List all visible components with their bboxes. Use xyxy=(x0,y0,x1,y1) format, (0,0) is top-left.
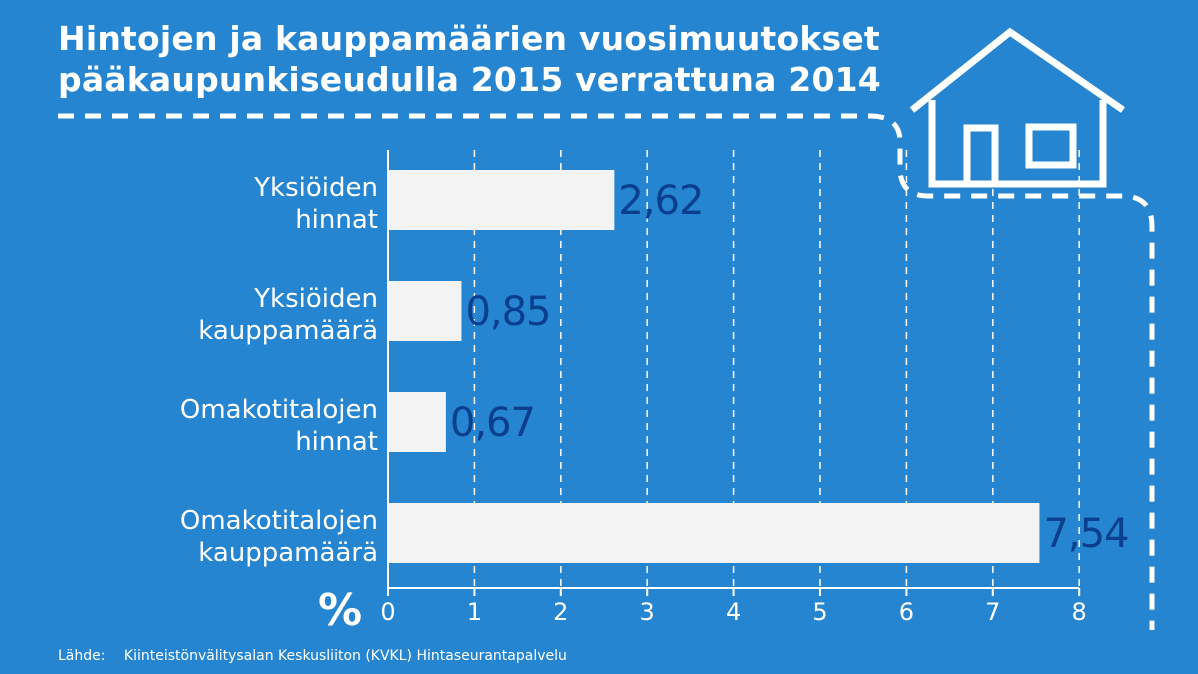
category-label-line: hinnat xyxy=(295,205,378,235)
source-note: Lähde: Kiinteistönvälitysalan Keskusliit… xyxy=(58,648,567,664)
x-tick-label-1: 1 xyxy=(467,598,482,626)
title-line-1: Hintojen ja kauppamäärien vuosimuutokset xyxy=(58,19,880,58)
x-tick-label-2: 2 xyxy=(553,598,568,626)
x-axis: 0 1 2 3 4 5 6 7 8% xyxy=(318,150,1087,636)
source-text: Kiinteistönvälitysalan Keskusliiton (KVK… xyxy=(123,648,567,664)
bar-4 xyxy=(388,503,1040,563)
value-label-3: 0,67 xyxy=(450,400,535,446)
x-tick-label-4: 4 xyxy=(726,598,741,626)
x-tick-label-8: 8 xyxy=(1072,598,1087,626)
house-icon xyxy=(909,27,1125,188)
x-axis-unit-label: % xyxy=(318,585,362,636)
category-label-line: kauppamäärä xyxy=(198,538,378,568)
value-label-2: 0,85 xyxy=(465,289,550,335)
bars: 2,62 0,85 0,67 7,54 xyxy=(388,170,1130,563)
category-label-3: Omakotitalojen hinnat xyxy=(180,395,378,457)
category-label-line: Yksiöiden xyxy=(253,284,378,314)
bar-1 xyxy=(388,170,615,230)
value-label-4: 7,54 xyxy=(1043,511,1128,557)
category-label-line: hinnat xyxy=(295,427,378,457)
chart-title: Hintojen ja kauppamäärien vuosimuutokset… xyxy=(58,18,881,100)
source-label: Lähde: xyxy=(58,648,106,664)
category-label-line: Omakotitalojen xyxy=(180,395,378,425)
x-tick-label-7: 7 xyxy=(985,598,1000,626)
category-label-line: Yksiöiden xyxy=(253,173,378,203)
category-label-line: Omakotitalojen xyxy=(180,506,378,536)
x-tick-label-3: 3 xyxy=(640,598,655,626)
category-label-line: kauppamäärä xyxy=(198,316,378,346)
category-label-2: Yksiöiden kauppamäärä xyxy=(198,284,378,346)
x-tick-label-5: 5 xyxy=(812,598,827,626)
x-tick-label-0: 0 xyxy=(380,598,395,626)
category-label-4: Omakotitalojen kauppamäärä xyxy=(180,506,378,568)
category-label-1: Yksiöiden hinnat xyxy=(253,173,378,235)
bar-2 xyxy=(388,281,462,341)
title-line-2: pääkaupunkiseudulla 2015 verrattuna 2014 xyxy=(58,60,881,99)
x-tick-label-6: 6 xyxy=(899,598,914,626)
bar-3 xyxy=(388,392,446,452)
value-label-1: 2,62 xyxy=(618,178,703,224)
